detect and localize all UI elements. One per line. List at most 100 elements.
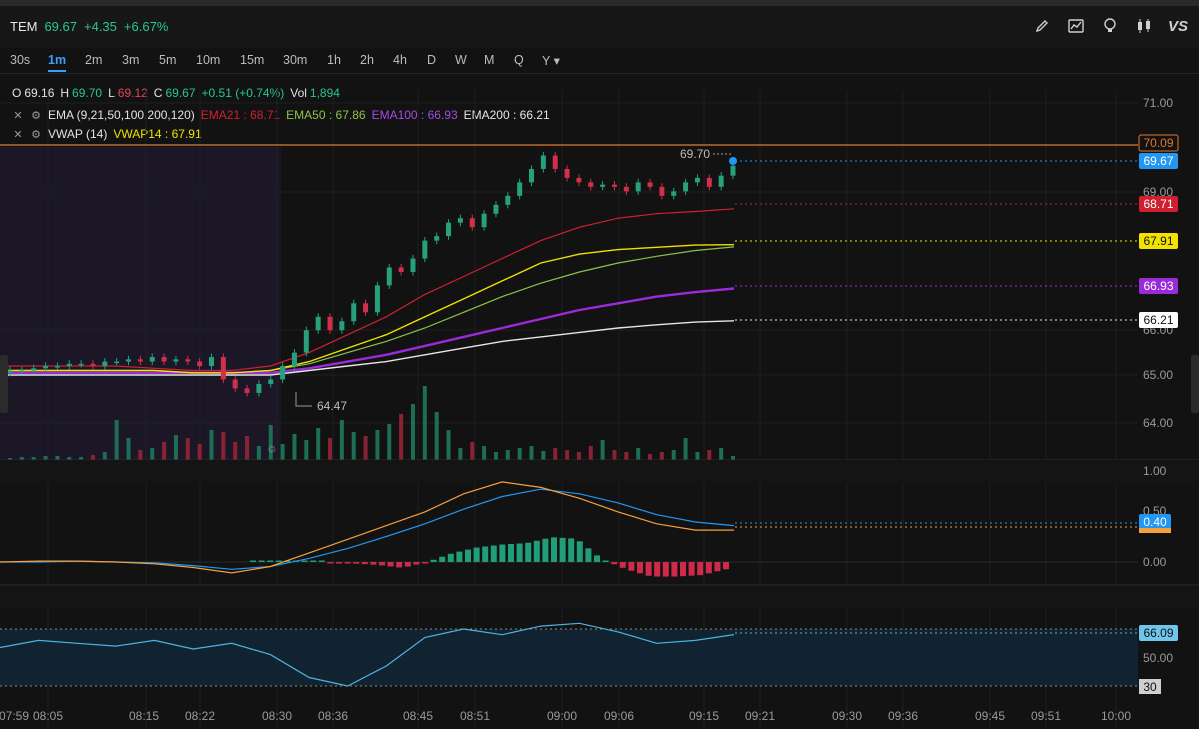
timeframe-D[interactable]: D bbox=[427, 53, 437, 67]
candle-body bbox=[434, 236, 440, 241]
volume-bar bbox=[67, 457, 72, 460]
macd-histogram-bar bbox=[413, 562, 420, 565]
timeframe-W[interactable]: W bbox=[455, 53, 467, 67]
time-tick: 09:51 bbox=[1031, 709, 1061, 723]
price-tick: 69.00 bbox=[1143, 185, 1173, 199]
candle-body bbox=[90, 363, 96, 367]
volume-bar bbox=[648, 454, 653, 460]
timeframe-2m[interactable]: 2m bbox=[85, 53, 103, 67]
lightbulb-icon[interactable] bbox=[1101, 17, 1119, 35]
timeframe-10m[interactable]: 10m bbox=[196, 53, 221, 67]
candle-body bbox=[671, 191, 677, 196]
volume-bar bbox=[695, 452, 700, 460]
price-tick: 66.00 bbox=[1143, 323, 1173, 337]
premarket-shade bbox=[0, 147, 281, 460]
candle-body bbox=[683, 182, 689, 192]
macd-histogram-bar bbox=[336, 562, 342, 564]
settings-icon[interactable]: ⚙ bbox=[31, 109, 41, 122]
macd-hist-up1: HistogramUp1 : - bbox=[140, 465, 232, 479]
candle-body bbox=[517, 182, 523, 196]
candle-body bbox=[43, 366, 49, 369]
rsi-band-fill bbox=[0, 629, 1138, 686]
rsi-tick: 50.00 bbox=[1143, 651, 1173, 665]
rsi-lower-tag-text: 30 bbox=[1143, 680, 1157, 694]
candle-body bbox=[647, 182, 653, 187]
candles-icon[interactable] bbox=[1135, 17, 1153, 35]
candle-body bbox=[137, 359, 143, 362]
right-panel-handle[interactable] bbox=[1191, 355, 1199, 413]
close-icon[interactable]: ✕ bbox=[13, 109, 23, 122]
settings-icon[interactable]: ⚙ bbox=[31, 592, 41, 605]
candle-body bbox=[706, 177, 712, 187]
pencil-icon[interactable] bbox=[1033, 17, 1051, 35]
macd-tick: 0.00 bbox=[1143, 555, 1167, 569]
macd-tag bbox=[1139, 514, 1171, 530]
chart-icon[interactable] bbox=[1067, 17, 1085, 35]
macd-histogram-bar bbox=[525, 542, 532, 562]
rsi-upper-tag bbox=[1139, 626, 1159, 638]
candle-body bbox=[493, 204, 499, 214]
timeframe-30s[interactable]: 30s bbox=[10, 53, 31, 67]
candle-body bbox=[149, 357, 155, 362]
symbol-label[interactable]: TEM bbox=[10, 19, 38, 34]
candle-body bbox=[529, 168, 535, 183]
volume-bar bbox=[245, 436, 250, 460]
time-tick: 07:59 bbox=[0, 709, 29, 723]
close-label: C bbox=[153, 86, 163, 100]
macd-histogram-bar bbox=[714, 562, 721, 572]
timeframe-4h[interactable]: 4h bbox=[393, 53, 407, 67]
timeframe-Y[interactable]: Y ▾ bbox=[542, 54, 560, 68]
price-tag-text: 66.93 bbox=[1143, 279, 1173, 293]
timeframe-30m[interactable]: 30m bbox=[283, 53, 308, 67]
timeframe-15m[interactable]: 15m bbox=[240, 53, 265, 67]
macd-histogram-bar bbox=[594, 555, 600, 562]
macd-name[interactable]: MACD (12,26,9) bbox=[48, 465, 135, 479]
last-price-dot bbox=[729, 157, 737, 165]
rsi-name[interactable]: RSI (14) bbox=[48, 591, 93, 605]
timeframe-2h[interactable]: 2h bbox=[360, 53, 374, 67]
timeframe-M[interactable]: M bbox=[484, 53, 495, 67]
volume-bar bbox=[565, 450, 570, 460]
vwap-value: VWAP14 : 67.91 bbox=[113, 127, 202, 141]
ema200-value: EMA200 : 66.21 bbox=[463, 108, 550, 122]
close-icon[interactable]: ✕ bbox=[13, 466, 23, 479]
timeframe-Q[interactable]: Q bbox=[514, 53, 524, 67]
close-icon[interactable]: ✕ bbox=[13, 128, 23, 141]
volume-bar bbox=[659, 452, 664, 460]
volume-bar bbox=[55, 456, 60, 460]
macd-histogram-bar bbox=[422, 562, 428, 564]
volume-bar bbox=[351, 432, 356, 460]
macd-histogram-bar bbox=[379, 562, 385, 566]
price-tag-text: 67.91 bbox=[1143, 234, 1173, 248]
candle-body bbox=[718, 175, 724, 187]
close-icon[interactable]: ✕ bbox=[13, 592, 23, 605]
timeframe-5m[interactable]: 5m bbox=[159, 53, 177, 67]
volume-bar bbox=[79, 457, 84, 460]
timeframe-1h[interactable]: 1h bbox=[327, 53, 341, 67]
left-panel-handle[interactable] bbox=[0, 355, 8, 413]
volume-bar bbox=[517, 448, 522, 460]
ema-legend: ✕ ⚙ EMA (9,21,50,100,200,120) EMA21 : 68… bbox=[12, 108, 550, 122]
macd-histogram-bar bbox=[267, 560, 274, 562]
volume-bar bbox=[185, 438, 190, 460]
ema-name[interactable]: EMA (9,21,50,100,200,120) bbox=[48, 108, 195, 122]
volume-bar bbox=[126, 438, 131, 460]
timeframe-1m[interactable]: 1m bbox=[48, 53, 67, 72]
candle-body bbox=[220, 357, 226, 380]
vwap-name[interactable]: VWAP (14) bbox=[48, 127, 108, 141]
vs-icon[interactable]: VS bbox=[1168, 17, 1189, 35]
timeframe-3m[interactable]: 3m bbox=[122, 53, 140, 67]
macd-histogram-bar bbox=[275, 560, 282, 562]
volume-bar bbox=[541, 451, 546, 460]
ema100-line bbox=[0, 287, 735, 374]
time-tick: 09:06 bbox=[604, 709, 634, 723]
macd-histogram-bar bbox=[310, 560, 317, 562]
macd-ccc: CCC : 0.35 bbox=[581, 465, 641, 479]
settings-icon[interactable]: ⚙ bbox=[31, 466, 41, 479]
ema200-line bbox=[0, 320, 735, 376]
candle-body bbox=[208, 357, 214, 367]
settings-icon[interactable]: ⚙ bbox=[31, 128, 41, 141]
candle-body bbox=[173, 359, 179, 362]
candle-body bbox=[552, 155, 558, 169]
candle-body bbox=[126, 359, 132, 362]
